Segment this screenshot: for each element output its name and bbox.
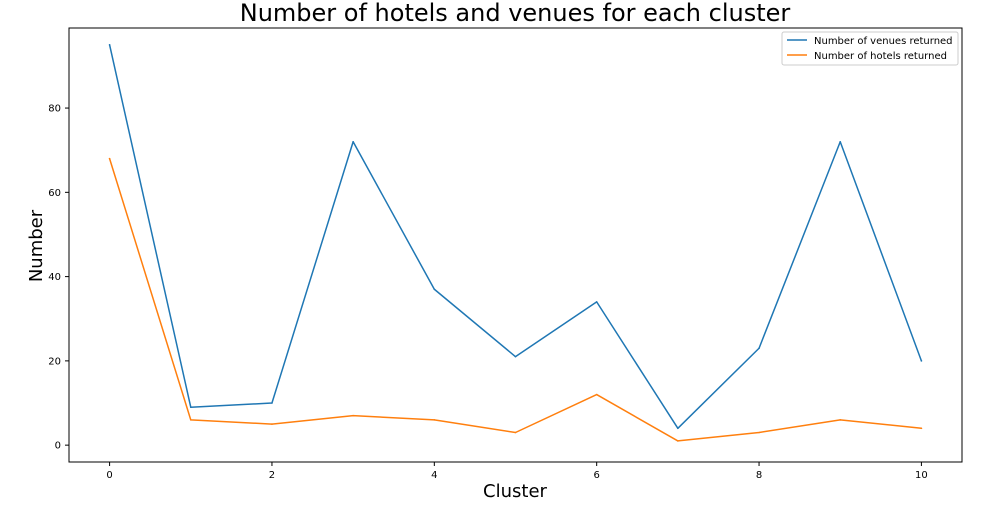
series-point-hotels — [839, 419, 842, 421]
legend: Number of venues returned Number of hote… — [781, 31, 959, 66]
series-point-venues — [271, 402, 273, 404]
series-point-venues — [595, 301, 598, 303]
legend-frame — [781, 31, 959, 66]
y-tick-label: 60 — [48, 188, 61, 199]
series-point-venues — [920, 360, 923, 362]
series-point-venues — [189, 406, 192, 409]
y-axis-ticks: 0 20 40 60 80 — [48, 104, 69, 452]
series-layer — [108, 44, 923, 442]
series-point-hotels — [189, 419, 192, 421]
plot-frame — [68, 27, 963, 463]
plot-area — [68, 27, 963, 463]
series-point-venues — [108, 44, 111, 46]
x-axis-ticks: 0 2 4 6 8 10 — [106, 462, 928, 481]
x-tick-label: 6 — [593, 470, 599, 481]
series-point-hotels — [433, 419, 436, 421]
y-axis-label: Number — [26, 209, 47, 282]
x-tick-label: 2 — [269, 470, 275, 481]
y-tick-label: 80 — [48, 104, 61, 115]
series-point-hotels — [677, 440, 679, 442]
y-tick-label: 0 — [55, 441, 61, 452]
x-tick-label: 4 — [431, 470, 437, 481]
series-point-venues — [758, 347, 760, 350]
series-point-hotels — [108, 157, 111, 160]
chart-title: Number of hotels and venues for each clu… — [240, 0, 791, 27]
x-tick-label: 10 — [915, 470, 928, 481]
series-point-hotels — [352, 414, 354, 417]
series-point-venues — [514, 355, 517, 358]
legend-label-venues: Number of venues returned — [814, 36, 953, 47]
y-tick-label: 20 — [48, 356, 61, 367]
series-point-hotels — [514, 431, 517, 434]
series-point-venues — [352, 140, 354, 143]
series-point-hotels — [271, 423, 273, 425]
series-point-venues — [433, 288, 436, 291]
x-tick-label: 8 — [756, 470, 762, 481]
y-tick-label: 40 — [48, 272, 61, 283]
series-point-venues — [839, 140, 842, 143]
x-axis-label: Cluster — [483, 481, 547, 502]
legend-label-hotels: Number of hotels returned — [814, 51, 947, 62]
series-point-venues — [677, 427, 679, 430]
x-tick-label: 0 — [106, 470, 112, 481]
series-point-hotels — [758, 431, 760, 434]
series-point-hotels — [920, 427, 923, 430]
series-point-hotels — [595, 393, 598, 396]
